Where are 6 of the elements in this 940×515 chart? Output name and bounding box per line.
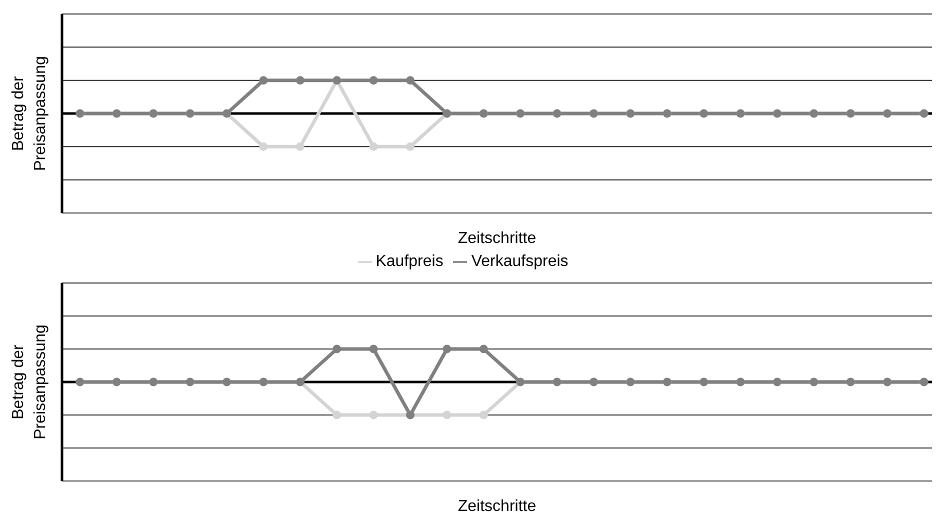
legend-label: Kaufpreis: [376, 253, 444, 270]
legend-label: Verkaufspreis: [471, 253, 568, 270]
y-axis-title: Betrag der Preisanpassung: [10, 324, 49, 440]
x-axis-title: Zeitschritte: [458, 498, 536, 515]
x-axis-title: Zeitschritte: [458, 230, 536, 247]
y-axis-title: Betrag der Preisanpassung: [10, 56, 49, 171]
